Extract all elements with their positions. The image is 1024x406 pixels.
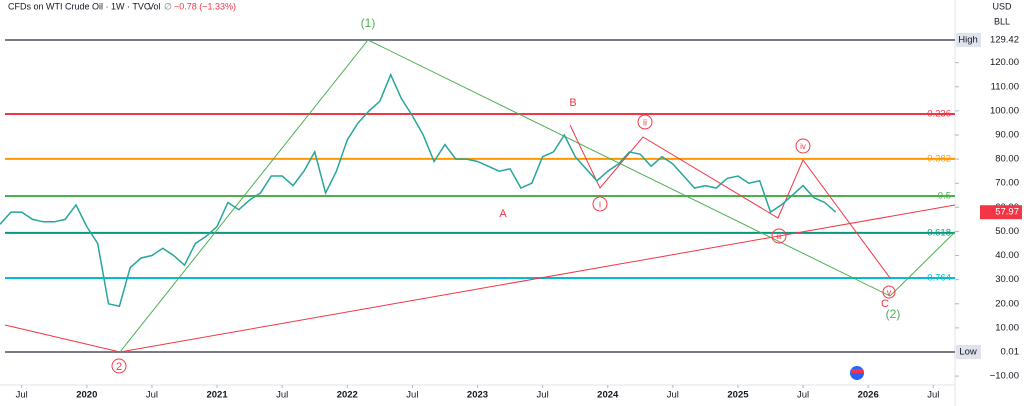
fib-value-box	[982, 344, 1022, 359]
wave-label: iii	[776, 232, 782, 241]
fib-label: Low	[959, 346, 977, 357]
x-tick-label: Jul	[16, 390, 28, 401]
x-tick-label: Jul	[537, 390, 549, 401]
x-tick-label: 2024	[597, 390, 619, 401]
volume-label: Vol	[148, 1, 161, 11]
currency: USD	[992, 1, 1012, 11]
x-tick-label: Jul	[927, 390, 939, 401]
y-tick-label: −10.00	[990, 371, 1019, 382]
last-price-box	[980, 205, 1022, 220]
x-tick-label: 2025	[727, 390, 749, 401]
y-tick-label: 100.00	[990, 105, 1019, 116]
y-tick-label: 30.00	[995, 274, 1019, 285]
events-icon-flag	[851, 369, 863, 373]
fib-value: 129.42	[990, 34, 1019, 45]
label-circle	[795, 138, 811, 154]
wave-labels: (1) 2 B A i ii iii iv v C (2)	[111, 16, 901, 374]
x-tick-label: Jul	[667, 390, 679, 401]
wave-label: A	[499, 208, 507, 220]
x-tick-label: 2023	[467, 390, 488, 401]
x-tick-label: Jul	[797, 390, 809, 401]
symbol-title: CFDs on WTI Crude Oil · 1W · TVC	[8, 1, 151, 11]
fib-label-box	[956, 344, 981, 359]
last-price: 57.97	[995, 207, 1019, 218]
label-circle	[111, 358, 127, 374]
y-tick-label: 110.00	[991, 81, 1019, 92]
label-circle	[771, 228, 787, 244]
price-series	[0, 72, 837, 308]
fib-ratio: 0.236	[927, 109, 951, 120]
price-change: −0.78 (−1.33%)	[174, 1, 236, 11]
x-tick-label: 2020	[76, 390, 97, 401]
fib-label: High	[958, 34, 978, 45]
wave-label: C	[881, 298, 889, 310]
price-line	[0, 72, 837, 308]
volume-value: ∅	[164, 1, 172, 11]
y-tick-label: 10.00	[995, 322, 1019, 333]
y-tick-label: 40.00	[995, 250, 1019, 261]
fib-ratio: 0.618	[927, 227, 951, 238]
y-tick-label: 80.00	[995, 154, 1019, 165]
fib-value: 0.01	[1001, 346, 1020, 357]
x-tick-label: 2026	[858, 390, 879, 401]
wave-label: i	[599, 199, 601, 209]
wave-label: B	[569, 97, 576, 109]
green-wave-line	[119, 39, 956, 353]
label-circle	[637, 114, 653, 130]
fib-value-box	[982, 32, 1022, 47]
wave-label: ii	[643, 117, 647, 127]
wave-label: iv	[800, 142, 806, 151]
y-tick-label: 120.00	[990, 57, 1019, 68]
wave-label: v	[887, 287, 892, 297]
x-tick-label: Jul	[276, 390, 288, 401]
y-tick-label: 90.00	[995, 130, 1019, 141]
x-tick-label: Jul	[146, 390, 158, 401]
red-wave-line	[569, 124, 891, 279]
x-tick-label: 2021	[206, 390, 228, 401]
fib-levels: 0.236 0.382 0.5 0.618 0.764	[5, 38, 955, 353]
x-tick-label: 2022	[337, 390, 358, 401]
wave-label: 2	[116, 361, 122, 373]
unit: BLL	[994, 16, 1010, 26]
wave-label: (1)	[361, 16, 376, 30]
fib-ratio: 0.382	[927, 153, 951, 164]
y-tick-label: 20.00	[995, 298, 1019, 309]
y-tick-label: 50.00	[995, 226, 1019, 237]
x-tick-label: Jul	[406, 390, 418, 401]
y-tick-label: 70.00	[995, 178, 1019, 189]
label-circle	[592, 196, 608, 212]
wave-label: (2)	[886, 307, 901, 321]
fib-ratio: 0.764	[927, 272, 951, 283]
axes: 120.00110.00100.0090.0080.0070.0060.0050…	[16, 32, 1022, 401]
fib-ratio: 0.5	[938, 191, 951, 202]
fib-label-box	[956, 32, 981, 47]
label-circle	[882, 285, 896, 299]
